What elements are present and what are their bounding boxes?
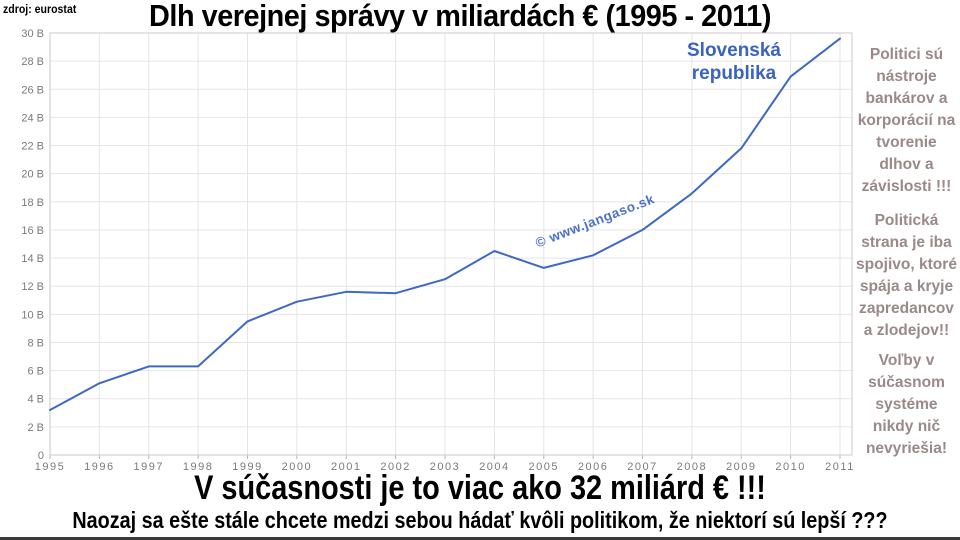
right-note-volby: Voľby v súčasnom systéme nikdy nič nevyr… — [865, 352, 948, 457]
y-tick-label: 2 B — [27, 422, 44, 434]
chart-title: Dlh verejnej správy v miliardách € (1995… — [149, 0, 771, 33]
x-tick-label: 2002 — [380, 461, 410, 473]
x-tick-label: 1999 — [232, 461, 262, 473]
x-tick-label: 2010 — [775, 461, 805, 473]
y-tick-label: 16 B — [21, 225, 44, 237]
y-tick-label: 22 B — [21, 141, 44, 153]
y-tick-label: 14 B — [21, 253, 44, 265]
right-note-politicka-strana: Politická strana je iba spojivo, ktoré s… — [856, 212, 957, 339]
x-tick-label: 2011 — [825, 461, 855, 473]
y-tick-label: 10 B — [21, 309, 44, 321]
debt-line — [49, 37, 841, 411]
bottom-edge-bar — [0, 537, 960, 540]
y-tick-label: 18 B — [21, 197, 44, 209]
x-tick-label: 1995 — [35, 461, 65, 473]
y-tick-label: 0 — [38, 450, 44, 462]
x-tick-label: 2008 — [677, 461, 707, 473]
series-label-slovenska-republika: Slovenská republika — [687, 40, 781, 84]
source-label: zdroj: eurostat — [3, 2, 77, 16]
footer-headline: V súčasnosti je to viac ako 32 miliárd €… — [194, 469, 766, 507]
y-tick-label: 24 B — [21, 112, 44, 124]
x-tick-label: 1996 — [84, 461, 114, 473]
footer-subline: Naozaj sa ešte stále chcete medzi sebou … — [72, 507, 888, 533]
x-tick-label: 2004 — [479, 461, 509, 473]
y-tick-label: 26 B — [21, 84, 44, 96]
y-tick-label: 4 B — [27, 394, 44, 406]
plot-border — [49, 32, 853, 456]
x-tick-label: 2001 — [331, 461, 361, 473]
right-note-politici: Politici sú nástroje bankárov a korporác… — [857, 46, 956, 195]
x-tick-label: 2007 — [627, 461, 657, 473]
debt-line-chart: 0 2 B 4 B 6 B 8 B 10 B 12 B 14 B 16 B 18 B 20 B 22 … — [21, 28, 855, 473]
y-tick-label: 28 B — [21, 56, 44, 68]
y-tick-label: 6 B — [27, 366, 44, 378]
x-tick-label: 2009 — [726, 461, 756, 473]
x-tick-label: 2006 — [578, 461, 608, 473]
y-tick-label: 20 B — [21, 169, 44, 181]
y-tick-label: 8 B — [27, 337, 44, 349]
x-tick-label: 2000 — [282, 461, 312, 473]
x-tick-label: 2005 — [529, 461, 559, 473]
y-tick-label: 12 B — [21, 281, 44, 293]
x-tick-label: 1998 — [183, 461, 213, 473]
x-tick-label: 2003 — [430, 461, 460, 473]
y-tick-label: 30 B — [21, 28, 44, 40]
x-tick-label: 1997 — [134, 461, 164, 473]
